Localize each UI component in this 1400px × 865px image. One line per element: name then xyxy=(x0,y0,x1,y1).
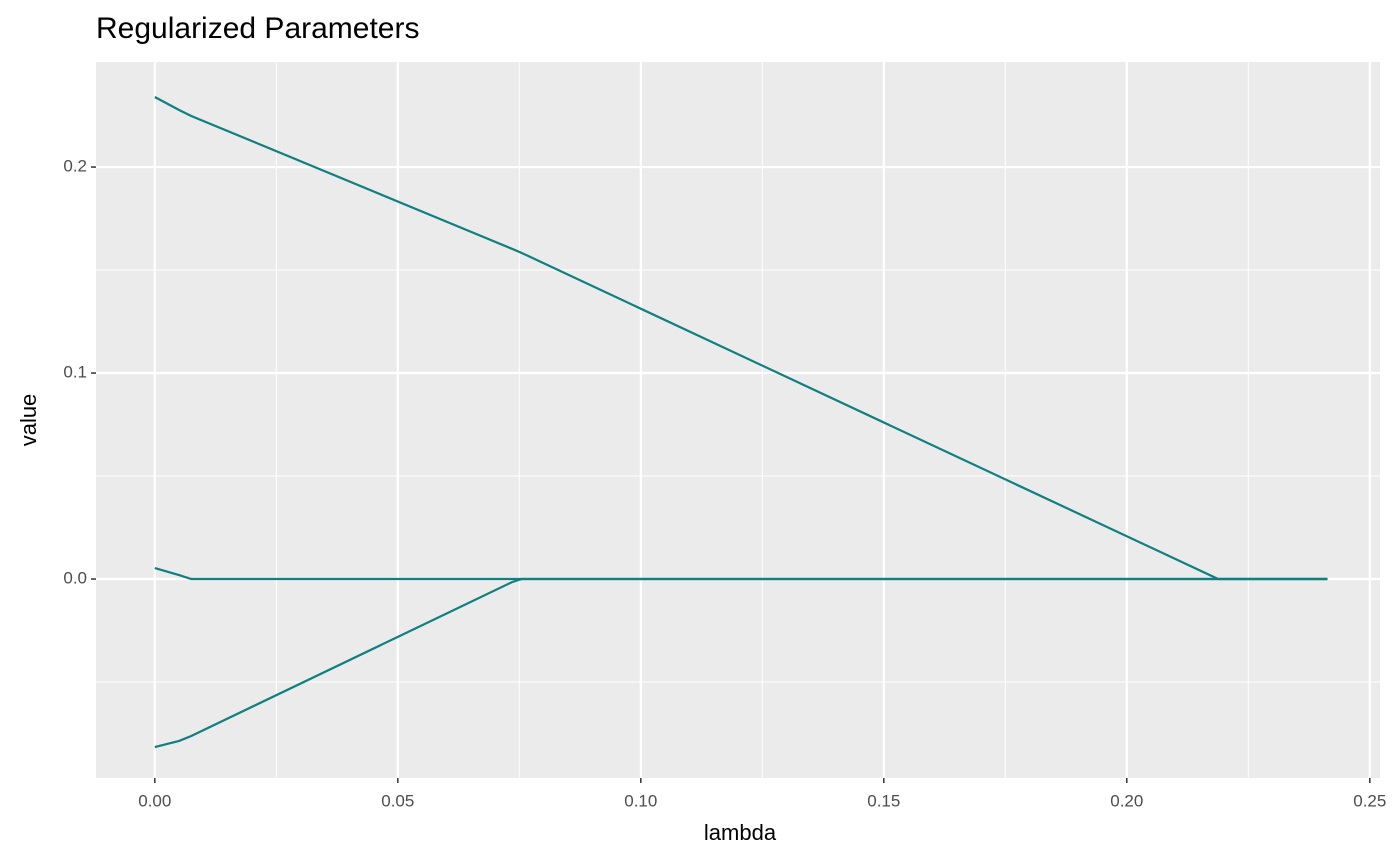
x-axis-title: lambda xyxy=(704,820,777,845)
x-tick-label: 0.00 xyxy=(138,791,171,810)
series-line xyxy=(154,96,1328,581)
y-axis-title: value xyxy=(16,394,41,447)
series-line xyxy=(154,577,1328,749)
x-tick-label: 0.05 xyxy=(381,791,414,810)
x-tick-label: 0.15 xyxy=(867,791,900,810)
chart-title: Regularized Parameters xyxy=(96,12,419,45)
y-tick-label: 0.0 xyxy=(63,569,87,588)
x-tick-label: 0.20 xyxy=(1110,791,1143,810)
panel xyxy=(96,62,1380,778)
y-tick-label: 0.2 xyxy=(63,157,87,176)
y-tick-label: 0.1 xyxy=(63,363,87,382)
x-tick-label: 0.10 xyxy=(624,791,657,810)
x-tick-label: 0.25 xyxy=(1353,791,1386,810)
